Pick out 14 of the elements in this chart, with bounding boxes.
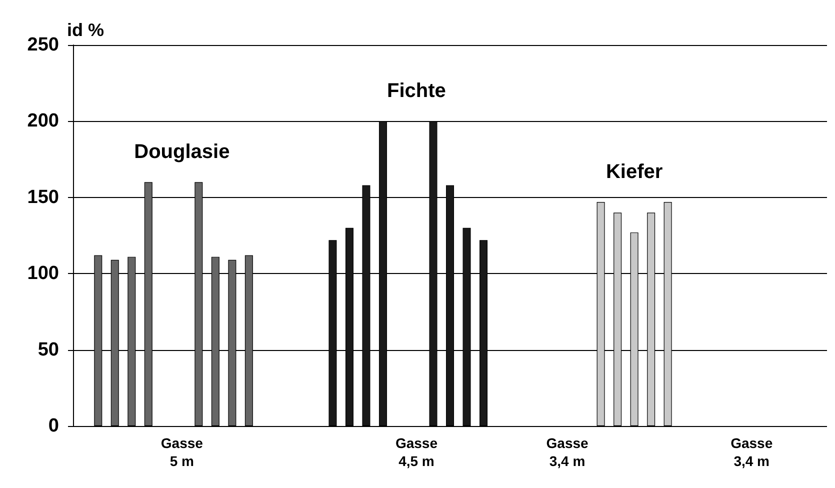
x-tick-label: Gasse 3,4 m	[730, 435, 773, 469]
y-tick-label: 200	[27, 110, 59, 132]
series-label: Fichte	[387, 80, 446, 102]
y-tick-label: 50	[38, 339, 59, 360]
x-tick-label: Gasse 3,4 m	[546, 435, 589, 469]
y-tick-label: 0	[48, 416, 59, 436]
series-label: Douglasie	[134, 141, 230, 164]
y-axis-title: id %	[67, 20, 104, 40]
series-label: Kiefer	[606, 160, 663, 183]
y-tick-label: 100	[27, 263, 59, 284]
x-tick-label: Gasse 4,5 m	[395, 435, 438, 469]
y-tick-label: 150	[27, 186, 59, 208]
y-tick-label: 250	[27, 34, 59, 56]
x-tick-label: Gasse 5 m	[160, 435, 204, 469]
